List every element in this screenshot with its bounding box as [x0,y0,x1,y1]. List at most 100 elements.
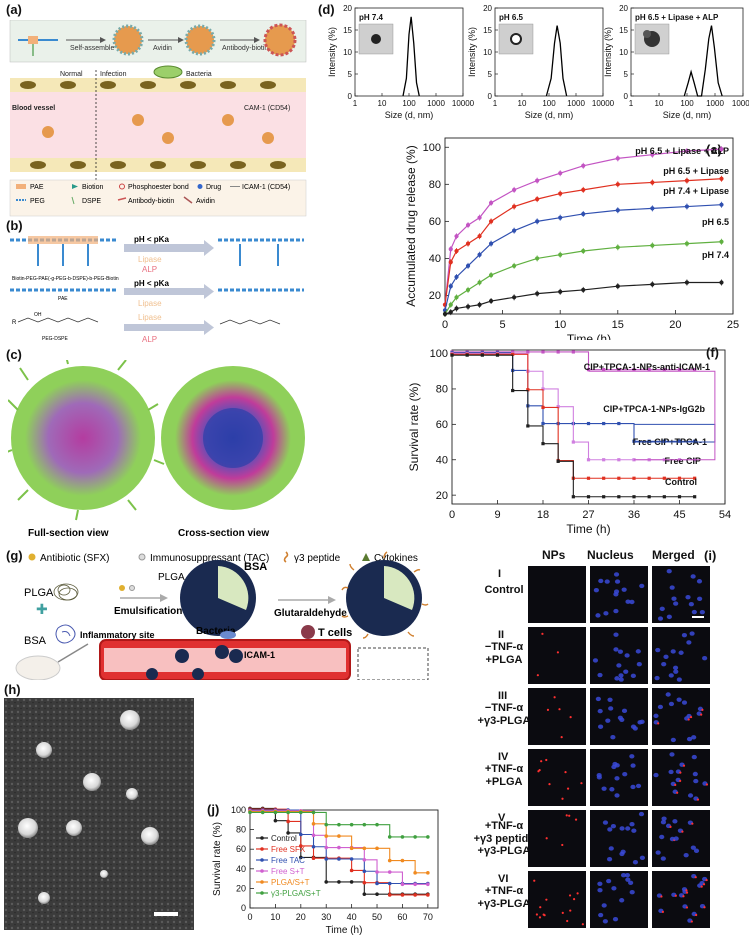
y-tick-label: 5 [488,70,493,79]
data-point [387,835,392,839]
data-point [400,858,405,863]
data-point [375,846,379,851]
data-point [337,880,341,884]
data-point [677,368,682,372]
row-condition-label: Control [484,584,524,596]
row-condition-label: +TNF-α +γ3 peptide +γ3-PLGA [473,820,535,858]
row-number: I [498,568,502,580]
y-tick-label: 20 [619,4,628,13]
data-point [556,350,560,354]
series-line [250,807,428,895]
data-point [602,476,606,480]
x-tick-label: 36 [628,509,640,521]
label-glutaraldehyde: Glutaraldehyde [274,608,347,619]
data-point [586,421,591,426]
data-point [617,458,621,462]
panel-b-figure: Biotin-PEG-PAE(-g-PEG-b-DSPE)-b-PEG-Biot… [8,232,308,344]
data-point [586,368,591,372]
scale-bar [692,616,704,618]
x-tick-label: 50 [372,912,382,922]
row-condition-label: +TNF-α +γ3-PLGA [477,885,531,910]
data-point [662,368,666,372]
x-tick-label: 25 [727,319,739,331]
cond-ph-1: pH < pKa [134,235,169,244]
data-point [662,476,666,480]
np-icon [42,126,54,138]
data-point [617,495,621,499]
panel-label-j: (j) [207,802,220,817]
legend-label: PLGA/S+T [271,878,310,887]
data-point [299,844,303,848]
y-tick-label: 20 [236,883,246,893]
data-point [450,353,454,357]
y-tick-label: 20 [483,4,492,13]
data-point [465,353,469,357]
nanoparticle-2-icon [184,24,216,56]
data-point [400,835,405,839]
full-section-label: Full-section view [28,528,109,539]
data-point [632,368,636,372]
data-point [541,421,545,426]
data-point [693,439,697,443]
label-bacteria: Bacteria [186,71,212,78]
series-line [452,351,695,371]
data-point [260,810,265,815]
nucleus-image [590,627,648,684]
panel-label-a: (a) [6,2,22,17]
y-tick-label: 20 [429,290,441,302]
legend-marker [260,869,264,873]
x-axis-label: Size (d, nm) [385,110,434,120]
dls-plot-1: 1 10 100 1000 10000 0 5 10 15 20 pH 7.4 Size (d, nm… [327,4,475,120]
np-icon [222,114,234,126]
nucleus-image [590,871,648,928]
y-axis-label: Survival rate (%) [212,822,223,896]
data-point [248,810,252,815]
data-point [480,353,484,357]
data-point [299,832,303,837]
data-point [311,810,316,815]
np-icon [262,132,274,144]
y-tick-label: 100 [231,805,246,815]
polymer-chain-icon [18,36,58,56]
plga-polymer-icon [53,583,79,601]
data-point [426,882,430,887]
e-plot: 0 5 10 15 20 25 20 40 60 80 100 Time (h) Accumulated… [404,137,739,340]
data-point [693,368,697,372]
data-point [324,822,329,827]
data-point [286,831,290,835]
data-point [362,858,367,862]
data-point [541,405,545,410]
data-point [273,818,278,823]
series-label: Free CIP [664,456,701,466]
x-tick-label: 100 [542,99,556,108]
y-axis-label: Intensity (%) [327,27,337,77]
x-tick-label: 15 [612,319,624,331]
data-point [617,421,621,426]
data-point [337,834,341,838]
data-point [586,458,591,462]
data-point [349,868,354,873]
immunosuppressant-icon [138,553,146,561]
data-point [349,846,354,851]
legend-phosphoester: Phosphoester bond [128,184,189,191]
legend-icam: ICAM-1 (CD54) [242,184,290,191]
header-nps: NPs [542,548,566,562]
header-nucleus: Nucleus [587,548,634,562]
series-line [444,178,722,305]
lipase-1: Lipase [138,255,162,264]
cross-section-particle [161,366,305,510]
dls-title: pH 7.4 [359,13,384,22]
series-label: Control [665,477,697,487]
row-number: IV [498,751,509,763]
x-tick-label: 1000 [427,99,445,108]
data-point [375,881,379,886]
panel-c-svg: Full-section view Cross-section view [1,355,305,539]
legend-dspe: DSPE [82,198,101,205]
y-tick-label: 20 [436,490,448,502]
legend-label: Free SFX [271,845,306,854]
bsa-protein-icon [55,624,76,644]
data-point [273,810,278,815]
x-tick-label: 30 [321,912,331,922]
data-point [324,880,329,884]
full-section-particle [1,355,165,521]
